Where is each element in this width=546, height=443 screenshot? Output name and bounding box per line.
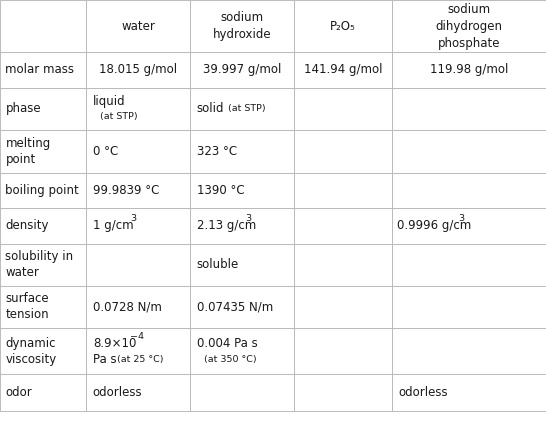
Bar — [86, 374, 190, 411]
Bar — [190, 328, 294, 374]
Text: 8.9×10: 8.9×10 — [93, 337, 136, 350]
Text: solid: solid — [197, 102, 224, 116]
Text: 0.07435 N/m: 0.07435 N/m — [197, 300, 273, 314]
Text: phase: phase — [5, 102, 41, 116]
Bar — [294, 0, 392, 52]
Bar — [392, 328, 546, 374]
Text: boiling point: boiling point — [5, 184, 79, 197]
Bar — [392, 208, 546, 244]
Bar — [190, 130, 294, 173]
Text: odorless: odorless — [93, 386, 143, 399]
Text: molar mass: molar mass — [5, 63, 74, 77]
Bar — [190, 173, 294, 208]
Bar — [190, 374, 294, 411]
Bar — [86, 208, 190, 244]
Text: 18.015 g/mol: 18.015 g/mol — [99, 63, 177, 77]
Text: 0.0728 N/m: 0.0728 N/m — [93, 300, 162, 314]
Bar — [86, 88, 190, 130]
Text: (at 25 °C): (at 25 °C) — [117, 355, 163, 364]
Text: 2.13 g/cm: 2.13 g/cm — [197, 219, 256, 233]
Bar — [392, 244, 546, 286]
Bar — [294, 88, 392, 130]
Bar — [294, 208, 392, 244]
Text: odorless: odorless — [399, 386, 448, 399]
Bar — [392, 0, 546, 52]
Text: melting
point: melting point — [5, 137, 51, 166]
Bar — [0, 52, 86, 88]
Bar — [190, 286, 294, 328]
Bar — [86, 0, 190, 52]
Text: (at 350 °C): (at 350 °C) — [204, 355, 256, 364]
Bar — [294, 286, 392, 328]
Bar — [0, 0, 86, 52]
Text: odor: odor — [5, 386, 32, 399]
Text: 0.9996 g/cm: 0.9996 g/cm — [397, 219, 472, 233]
Text: sodium
hydroxide: sodium hydroxide — [212, 11, 271, 41]
Bar — [0, 244, 86, 286]
Bar — [392, 52, 546, 88]
Bar — [86, 244, 190, 286]
Bar — [0, 328, 86, 374]
Bar — [294, 52, 392, 88]
Bar — [392, 286, 546, 328]
Bar — [190, 0, 294, 52]
Text: 0 °C: 0 °C — [93, 145, 118, 158]
Bar — [190, 208, 294, 244]
Bar — [392, 88, 546, 130]
Text: 99.9839 °C: 99.9839 °C — [93, 184, 159, 197]
Bar — [0, 173, 86, 208]
Bar — [0, 130, 86, 173]
Text: 39.997 g/mol: 39.997 g/mol — [203, 63, 281, 77]
Text: 1390 °C: 1390 °C — [197, 184, 244, 197]
Bar — [392, 173, 546, 208]
Bar — [0, 286, 86, 328]
Bar — [294, 374, 392, 411]
Text: 3: 3 — [246, 214, 252, 223]
Bar — [392, 130, 546, 173]
Bar — [86, 130, 190, 173]
Bar — [0, 208, 86, 244]
Bar — [86, 52, 190, 88]
Text: water: water — [121, 19, 155, 33]
Bar — [294, 130, 392, 173]
Text: 3: 3 — [130, 214, 136, 223]
Text: (at STP): (at STP) — [100, 112, 138, 120]
Text: 323 °C: 323 °C — [197, 145, 236, 158]
Text: 0.004 Pa s: 0.004 Pa s — [197, 337, 257, 350]
Bar — [190, 52, 294, 88]
Bar — [86, 173, 190, 208]
Bar — [86, 328, 190, 374]
Text: soluble: soluble — [197, 258, 239, 272]
Text: density: density — [5, 219, 49, 233]
Text: (at STP): (at STP) — [228, 105, 266, 113]
Bar — [392, 374, 546, 411]
Bar — [86, 286, 190, 328]
Bar — [0, 374, 86, 411]
Bar — [190, 88, 294, 130]
Text: 3: 3 — [459, 214, 465, 223]
Text: surface
tension: surface tension — [5, 292, 49, 322]
Bar — [294, 244, 392, 286]
Bar — [294, 328, 392, 374]
Text: P₂O₅: P₂O₅ — [330, 19, 356, 33]
Text: −4: −4 — [130, 332, 144, 342]
Bar — [0, 88, 86, 130]
Text: dynamic
viscosity: dynamic viscosity — [5, 337, 57, 365]
Text: sodium
dihydrogen
phosphate: sodium dihydrogen phosphate — [436, 3, 502, 50]
Bar — [294, 173, 392, 208]
Text: Pa s: Pa s — [93, 353, 116, 366]
Text: liquid: liquid — [93, 95, 126, 108]
Text: 1 g/cm: 1 g/cm — [93, 219, 133, 233]
Text: 119.98 g/mol: 119.98 g/mol — [430, 63, 508, 77]
Text: solubility in
water: solubility in water — [5, 250, 74, 280]
Text: 141.94 g/mol: 141.94 g/mol — [304, 63, 382, 77]
Bar — [190, 244, 294, 286]
